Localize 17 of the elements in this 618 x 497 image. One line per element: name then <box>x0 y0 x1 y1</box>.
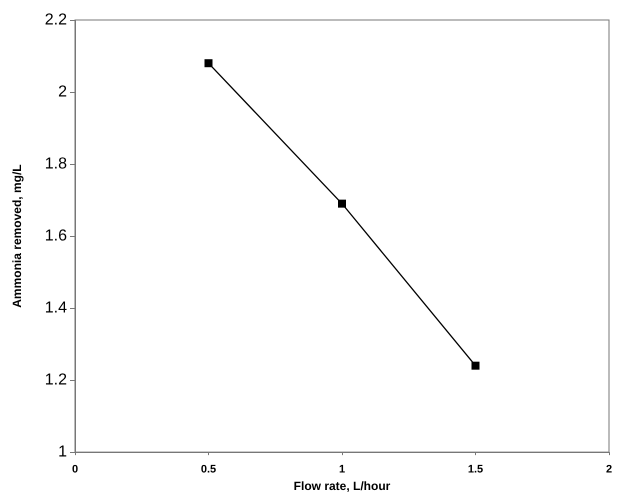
point <box>338 200 346 208</box>
x-tick-label: 1.5 <box>468 464 484 476</box>
y-tick-label: 1 <box>58 444 68 461</box>
x-tick-label: 0.5 <box>200 464 216 476</box>
y-tick-label: 2 <box>58 84 68 101</box>
point <box>472 362 480 370</box>
y-axis-title: Ammonia removed, mg/L <box>10 164 24 308</box>
point <box>204 59 212 68</box>
x-tick-label: 1 <box>338 464 346 476</box>
y-tick-label: 1.8 <box>44 156 68 173</box>
x-tick-label: 2 <box>606 464 612 476</box>
y-tick-label: 1.2 <box>44 372 68 389</box>
x-tick-label: 0 <box>72 464 78 476</box>
y-tick-label: 1.6 <box>44 228 68 245</box>
y-tick-label: 1.4 <box>44 300 68 317</box>
y-tick-label: 2.2 <box>44 12 68 28</box>
x-axis-title: Flow rate, L/hour <box>294 479 391 493</box>
